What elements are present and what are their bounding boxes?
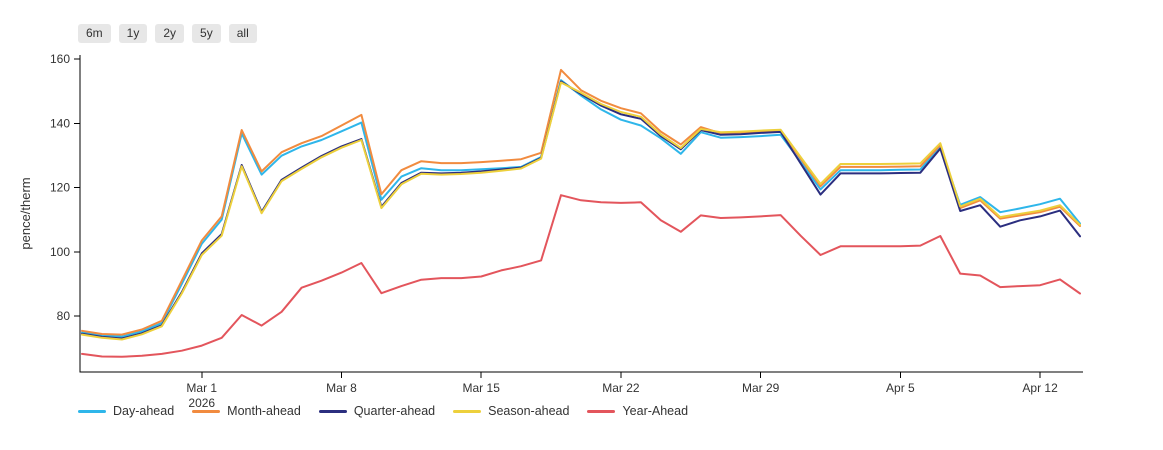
axis-line <box>79 55 1083 373</box>
y-tick-label: 140 <box>50 116 70 130</box>
legend-label: Day-ahead <box>113 404 175 418</box>
y-axis: 80 100 120 140 160 <box>50 52 80 323</box>
legend-label: Season-ahead <box>488 404 570 418</box>
y-tick-label: 100 <box>50 245 70 259</box>
legend-label: Month-ahead <box>227 404 301 418</box>
legend-item-quarter-ahead[interactable]: Quarter-ahead <box>318 404 436 418</box>
legend-item-day-ahead[interactable]: Day-ahead <box>78 404 174 418</box>
series-line-quarter-ahead <box>81 80 1081 340</box>
range-button-6m[interactable]: 6m <box>78 24 111 43</box>
x-tick-label: Mar 22 <box>602 381 640 395</box>
range-button-1y[interactable]: 1y <box>118 24 148 43</box>
y-tick-label: 120 <box>50 181 70 195</box>
plot-series <box>81 68 1081 358</box>
x-tick-label: Mar 1 <box>186 381 217 395</box>
legend-item-month-ahead[interactable]: Month-ahead <box>192 404 301 418</box>
x-axis-year-label: 2026 <box>188 396 215 410</box>
series-line-day-ahead <box>81 79 1081 338</box>
series-line-year-ahead <box>81 194 1081 358</box>
x-tick-label: Apr 12 <box>1022 381 1058 395</box>
legend-line-swatch <box>78 409 106 413</box>
legend: Day-ahead Month-ahead Quarter-ahead Season-… <box>78 404 688 418</box>
x-tick-label: Mar 8 <box>326 381 357 395</box>
y-tick-label: 80 <box>57 309 71 323</box>
x-tick-label: Mar 15 <box>463 381 501 395</box>
y-axis-title: pence/therm <box>18 177 33 249</box>
x-tick-label: Mar 29 <box>742 381 780 395</box>
y-tick-label: 160 <box>50 52 70 66</box>
legend-line-swatch <box>192 409 221 413</box>
range-selector: 6m 1y 2y 5y all <box>78 24 257 43</box>
axes <box>79 55 1083 373</box>
legend-line-swatch <box>453 409 482 413</box>
x-tick-label: Apr 5 <box>886 381 915 395</box>
series-line-month-ahead <box>81 68 1081 336</box>
range-button-all[interactable]: all <box>228 24 257 43</box>
legend-item-year-ahead[interactable]: Year-Ahead <box>587 404 688 418</box>
range-button-2y[interactable]: 2y <box>155 24 185 43</box>
legend-label: Year-Ahead <box>622 404 689 418</box>
range-button-5y[interactable]: 5y <box>192 24 221 43</box>
legend-line-swatch <box>318 409 347 413</box>
legend-item-season-ahead[interactable]: Season-ahead <box>453 404 569 418</box>
legend-line-swatch <box>587 409 616 413</box>
legend-label: Quarter-ahead <box>353 404 436 418</box>
series-line-season-ahead <box>81 81 1081 341</box>
